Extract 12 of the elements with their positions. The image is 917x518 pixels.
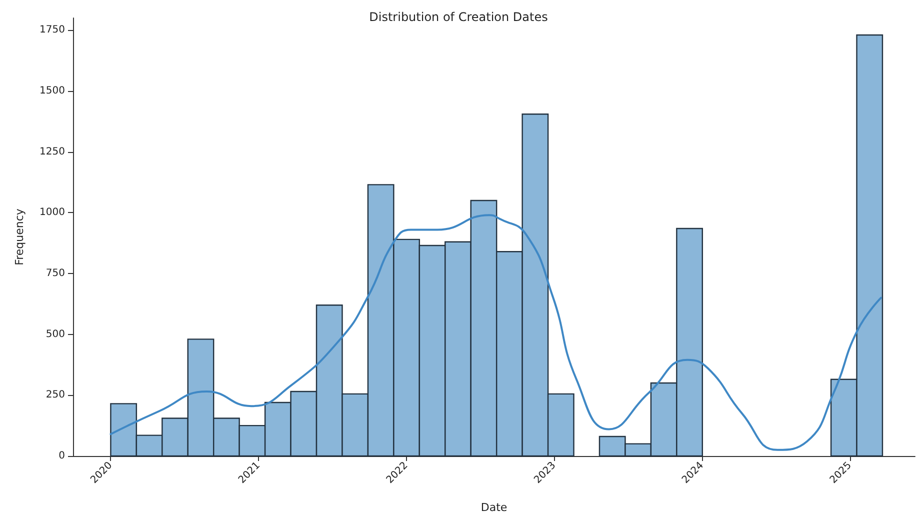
x-axis-title: Date (480, 501, 508, 514)
line-series (110, 214, 882, 451)
chart-title: Distribution of Creation Dates (369, 10, 548, 24)
y-tick-label: 1500 (40, 86, 65, 96)
y-tick-label: 1750 (40, 24, 65, 36)
y-tick-label: 1250 (40, 146, 65, 158)
y-tick-label: 250 (46, 390, 65, 401)
y-axis-title: Frequency (13, 208, 26, 266)
y-tick-label: 0 (58, 450, 65, 462)
y-tick-label: 500 (46, 328, 65, 340)
y-tick-label: 1000 (40, 207, 65, 218)
y-tick-label: 750 (46, 268, 65, 279)
